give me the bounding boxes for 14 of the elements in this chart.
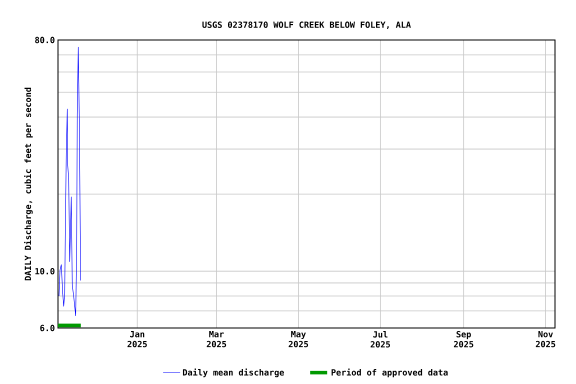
- legend-label: Period of approved data: [332, 368, 448, 378]
- y-axis-title: DAILY Discharge, cubic feet per second: [24, 88, 33, 280]
- y-tick-label: 80.0: [35, 36, 54, 44]
- x-tick-label: Sep 2025: [454, 331, 474, 348]
- chart-title: USGS 02378170 WOLF CREEK BELOW FOLEY, ALA: [202, 22, 411, 29]
- y-tick-label: 10.0: [35, 268, 54, 274]
- x-tick-label: Jan 2025: [128, 331, 147, 348]
- x-tick-label: Mar 2025: [206, 331, 226, 348]
- x-tick-label: Nov 2025: [536, 331, 556, 348]
- line-series: [58, 46, 81, 316]
- y-tick-label: 6.0: [40, 324, 54, 332]
- x-tick-label: May 2025: [288, 331, 308, 348]
- legend-label: Daily mean discharge: [182, 368, 284, 378]
- x-tick-label: Jul 2025: [370, 331, 390, 348]
